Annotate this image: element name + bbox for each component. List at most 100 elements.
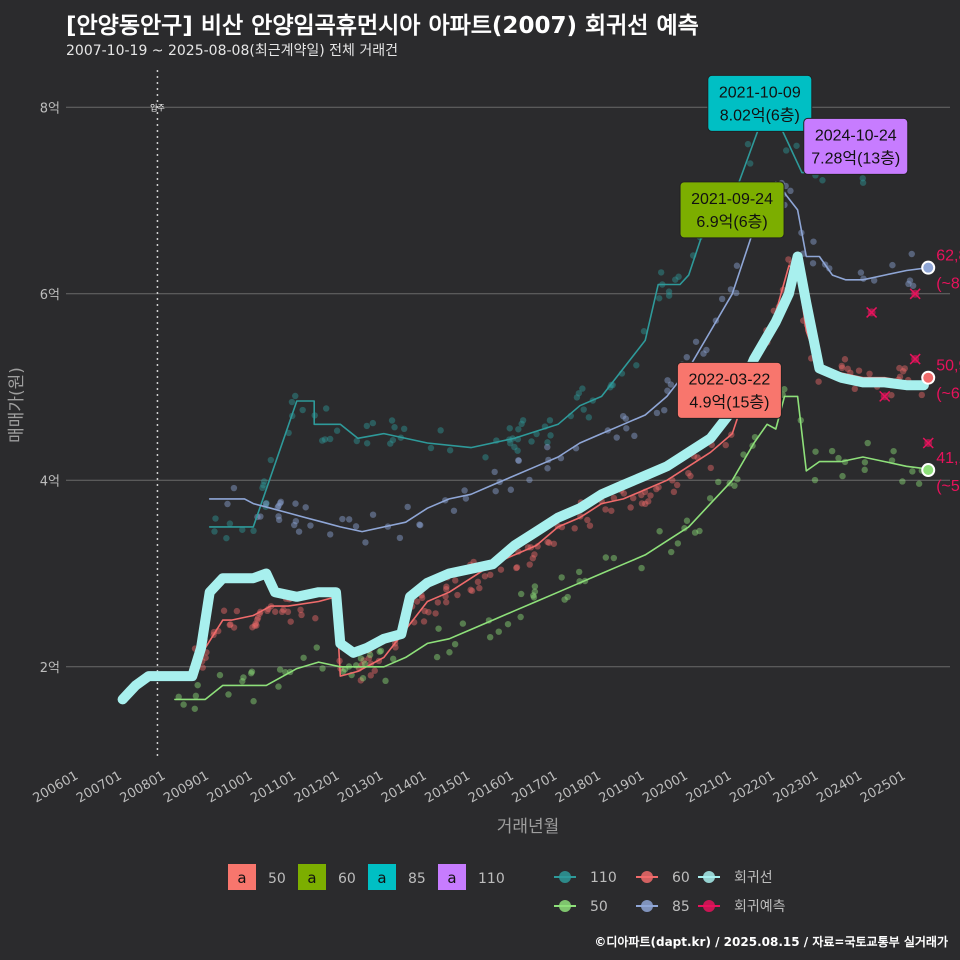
annotation-date: 2024-10-24	[815, 127, 897, 144]
transaction-dot	[507, 486, 515, 493]
transaction-dot	[579, 385, 586, 392]
transaction-dot	[240, 674, 247, 681]
transaction-dot	[298, 611, 305, 619]
footer-credit: ©디아파트(dapt.kr) / 2025.08.15 / 자료=국토교통부 실…	[594, 935, 948, 949]
transaction-dot	[275, 516, 283, 524]
transaction-dot	[277, 498, 285, 506]
transaction-dot	[899, 478, 906, 485]
transaction-dot	[857, 269, 865, 276]
transaction-dot	[461, 487, 468, 494]
transaction-dot	[253, 622, 260, 629]
annotation-layer: 2021-10-09 8.02억(6층) 2024-10-24 7.28억(13층) 2…	[676, 74, 909, 419]
transaction-dot	[322, 405, 330, 412]
series-line-50	[174, 395, 929, 701]
series-line-110	[208, 104, 895, 528]
end-value-label: 62,840	[936, 248, 960, 265]
transaction-dot	[254, 614, 262, 621]
transaction-dot	[297, 606, 304, 614]
legend-box-label: 50	[268, 871, 286, 887]
transaction-dot	[700, 350, 707, 357]
legend-line-marker	[703, 871, 715, 883]
transaction-dot	[731, 482, 738, 489]
transaction-dot	[267, 456, 275, 464]
transaction-dot	[274, 504, 281, 511]
x-tick-label: 202401	[814, 768, 864, 806]
transaction-dot	[517, 590, 525, 598]
transaction-dot	[664, 387, 671, 394]
transaction-dot	[661, 406, 668, 414]
x-tick-label: 201001	[205, 768, 255, 806]
transaction-dot	[546, 417, 554, 424]
transaction-dot	[396, 534, 404, 542]
transaction-dot	[656, 528, 663, 535]
series-line-회귀선	[117, 251, 929, 705]
end-value-label: 50,986	[936, 358, 960, 375]
transaction-dot	[369, 511, 377, 518]
transaction-dot	[388, 417, 396, 424]
transaction-dot	[909, 468, 916, 475]
transaction-dot	[861, 459, 869, 466]
transaction-dot	[692, 338, 700, 345]
transaction-dot	[327, 531, 334, 538]
end-area-label: (~50㎡)	[936, 477, 960, 495]
transaction-dot	[575, 390, 583, 397]
forecast-x-mark	[866, 306, 878, 318]
transaction-dot	[199, 664, 206, 671]
transaction-dot	[558, 574, 565, 581]
transaction-dot	[292, 500, 299, 507]
legend-line-label: 85	[672, 899, 690, 915]
transaction-dot	[844, 365, 851, 373]
transaction-dot	[667, 381, 675, 388]
transaction-dot	[642, 500, 649, 508]
transaction-dot	[224, 500, 231, 508]
move-in-label: 입주	[150, 103, 165, 112]
transaction-dot	[254, 616, 261, 623]
transaction-dot	[547, 432, 554, 439]
transaction-dot	[369, 419, 377, 427]
transaction-dot	[377, 647, 385, 655]
transaction-dot	[446, 649, 453, 656]
transaction-dot	[870, 277, 878, 284]
legend-line-marker	[559, 900, 571, 912]
transaction-dot	[673, 481, 681, 489]
transaction-dot	[492, 487, 499, 495]
transaction-dot	[227, 621, 234, 628]
transaction-dot	[528, 438, 535, 445]
transaction-dot	[526, 561, 533, 568]
legend-box-60	[298, 864, 326, 890]
transaction-dot	[519, 417, 527, 424]
transaction-dot	[838, 364, 846, 372]
transaction-dot	[630, 494, 637, 502]
transaction-dot	[655, 295, 663, 302]
transaction-dot	[443, 583, 450, 590]
forecast-x-mark	[909, 288, 921, 300]
transaction-dot	[487, 571, 494, 579]
transaction-dot	[295, 528, 303, 535]
transaction-dot	[272, 608, 279, 615]
transaction-dot	[319, 665, 326, 672]
end-area-label: (~60㎡)	[936, 385, 960, 403]
y-tick-label: 6억	[40, 288, 60, 303]
transaction-dot	[670, 488, 678, 496]
transaction-dot	[575, 568, 583, 576]
transaction-dot	[259, 484, 266, 492]
transaction-dot	[249, 624, 256, 631]
transaction-dot	[674, 540, 682, 547]
transaction-dot	[915, 480, 923, 487]
x-tick-label: 201101	[248, 768, 298, 806]
transaction-dot	[859, 175, 866, 182]
transaction-dot	[302, 504, 309, 511]
transaction-dot	[573, 394, 581, 401]
transaction-dot	[462, 495, 470, 502]
transaction-dot	[918, 391, 926, 399]
transaction-dot	[230, 484, 238, 492]
transaction-dot	[345, 516, 353, 523]
transaction-dot	[828, 447, 836, 455]
transaction-dot	[400, 425, 408, 433]
transaction-dot	[481, 573, 489, 580]
transaction-dot	[544, 465, 551, 472]
transaction-dot	[841, 356, 849, 363]
transaction-dot	[491, 468, 498, 476]
transaction-dot	[640, 328, 648, 335]
transaction-dot	[733, 262, 741, 269]
